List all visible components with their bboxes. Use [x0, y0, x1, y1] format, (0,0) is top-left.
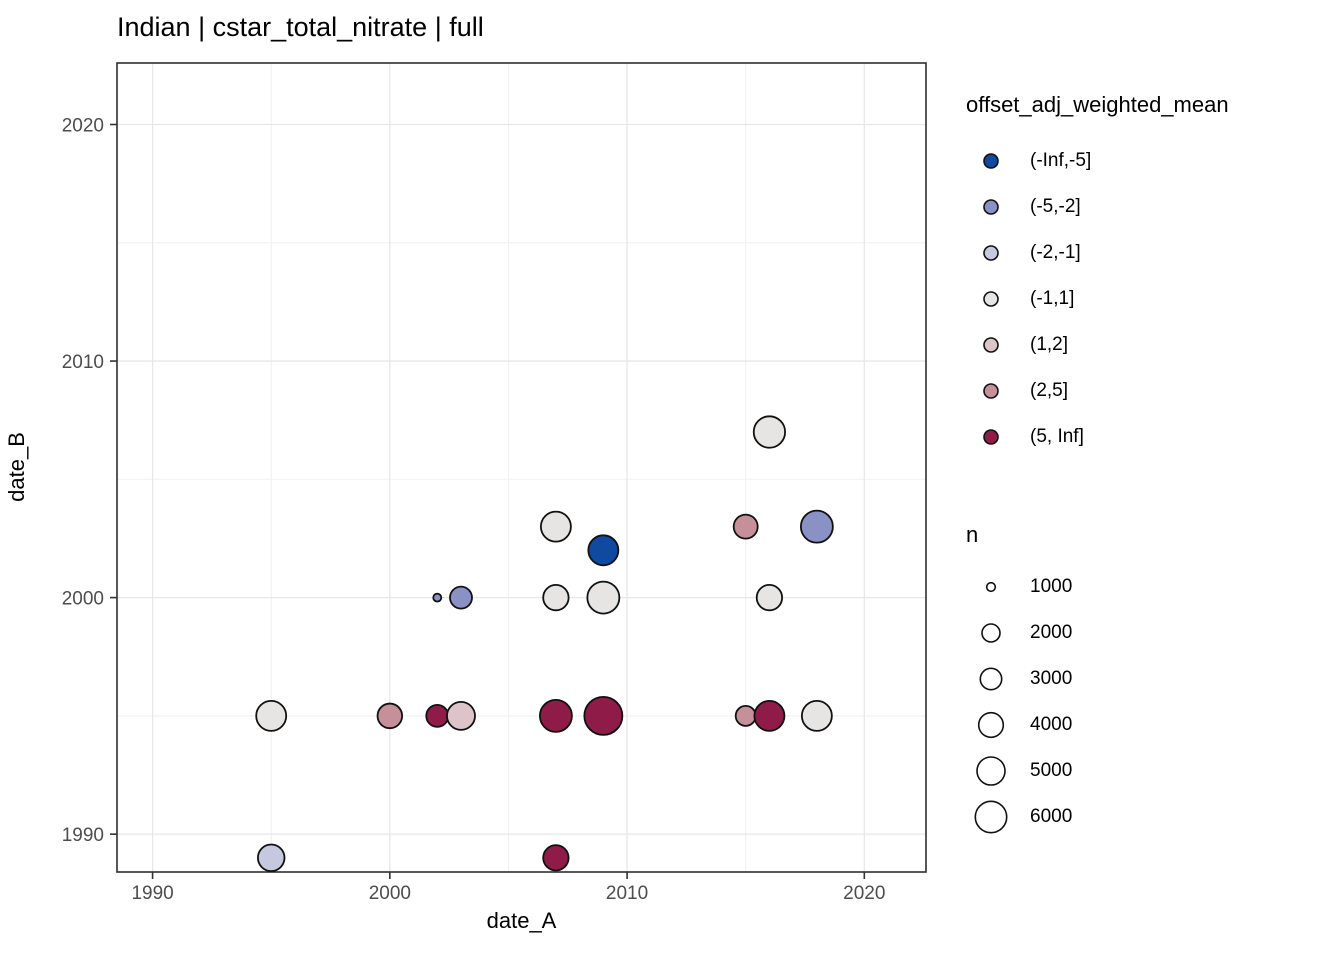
data-point: [734, 704, 757, 727]
legend-key-circle: [983, 337, 999, 353]
legend-item-label: 3000: [1030, 668, 1073, 689]
data-point: [755, 584, 784, 612]
data-point: [800, 699, 833, 732]
legend-item: 4000: [966, 702, 1072, 748]
legend-key-circle: [983, 383, 999, 399]
legend-item: 2000: [966, 610, 1072, 656]
legend-key-circle: [977, 711, 1005, 739]
data-point: [446, 700, 476, 731]
legend-item-label: 5000: [1030, 760, 1073, 781]
y-tick-label: 2010: [62, 352, 104, 373]
legend-key-circle: [983, 245, 999, 261]
data-point: [542, 844, 570, 872]
legend-key-circle: [976, 756, 1006, 786]
legend-item-label: 2000: [1030, 622, 1073, 643]
data-point: [586, 580, 621, 615]
color-legend-title: offset_adj_weighted_mean: [966, 92, 1229, 117]
data-point: [732, 513, 759, 540]
legend-item: 3000: [966, 656, 1072, 702]
legend-item-label: (-2,-1]: [1030, 242, 1081, 263]
legend-item-label: (-1,1]: [1030, 288, 1075, 309]
legend-item: (-2,-1]: [966, 230, 1229, 276]
size-swatch-icon: [966, 753, 1016, 789]
legend-key-circle: [983, 153, 999, 169]
legend-item: (-1,1]: [966, 276, 1229, 322]
size-legend: n 1000 2000 3000 4000 5000 6000: [966, 522, 1072, 840]
plot-panel: [117, 63, 926, 872]
color-swatch-icon: [966, 419, 1016, 455]
color-swatch-icon: [966, 235, 1016, 271]
legend-key-circle: [985, 581, 997, 593]
legend-item: (-Inf,-5]: [966, 138, 1229, 184]
legend-key-circle: [983, 291, 999, 307]
size-swatch-icon: [966, 799, 1016, 835]
y-axis-title: date_B: [4, 432, 29, 502]
data-point: [255, 699, 288, 732]
x-tick-label: 2010: [606, 883, 648, 904]
data-point: [799, 509, 834, 544]
plot-title: Indian | cstar_total_nitrate | full: [117, 12, 484, 42]
legend-item: 1000: [966, 564, 1072, 610]
legend-item-label: 4000: [1030, 714, 1073, 735]
y-tick-label: 1990: [62, 825, 104, 846]
legend-item-label: (-Inf,-5]: [1030, 150, 1092, 171]
legend-item: 6000: [966, 794, 1072, 840]
data-point: [753, 699, 786, 732]
size-legend-title: n: [966, 522, 979, 547]
data-point: [539, 698, 573, 733]
legend-item: (-5,-2]: [966, 184, 1229, 230]
size-swatch-icon: [966, 569, 1016, 605]
data-point: [425, 703, 450, 728]
data-point: [752, 415, 787, 449]
y-tick-label: 2020: [62, 116, 104, 137]
color-swatch-icon: [966, 373, 1016, 409]
data-point: [449, 585, 473, 610]
data-point: [583, 695, 624, 736]
legend-key-circle: [983, 199, 999, 215]
data-point: [540, 510, 572, 543]
data-point: [432, 592, 443, 603]
legend-item: (1,2]: [966, 322, 1229, 368]
legend-item-label: (5, Inf]: [1030, 426, 1084, 447]
legend-key-circle: [974, 800, 1008, 834]
x-tick-label: 1990: [131, 883, 173, 904]
color-legend: offset_adj_weighted_mean (-Inf,-5] (-5,-2…: [966, 92, 1229, 460]
legend-item-label: 1000: [1030, 576, 1073, 597]
data-point: [542, 584, 570, 612]
size-swatch-icon: [966, 707, 1016, 743]
legend-key-circle: [983, 429, 999, 445]
size-swatch-icon: [966, 661, 1016, 697]
data-point: [376, 702, 404, 730]
panel-border: [116, 62, 927, 873]
legend-item-label: (1,2]: [1030, 334, 1069, 355]
legend-item: 5000: [966, 748, 1072, 794]
legend-item-label: 6000: [1030, 806, 1073, 827]
color-swatch-icon: [966, 143, 1016, 179]
color-swatch-icon: [966, 189, 1016, 225]
legend-item-label: (2,5]: [1030, 380, 1069, 401]
data-point: [587, 534, 620, 567]
legend-key-circle: [981, 623, 1001, 643]
legend-item: (2,5]: [966, 368, 1229, 414]
x-tick-label: 2000: [369, 883, 411, 904]
x-axis-title: date_A: [486, 908, 557, 933]
legend-key-circle: [979, 667, 1003, 691]
color-swatch-icon: [966, 281, 1016, 317]
x-tick-label: 2020: [843, 883, 885, 904]
legend-item-label: (-5,-2]: [1030, 196, 1081, 217]
data-point: [257, 843, 286, 873]
y-tick-label: 2000: [62, 589, 104, 610]
legend-item: (5, Inf]: [966, 414, 1229, 460]
color-swatch-icon: [966, 327, 1016, 363]
size-swatch-icon: [966, 615, 1016, 651]
